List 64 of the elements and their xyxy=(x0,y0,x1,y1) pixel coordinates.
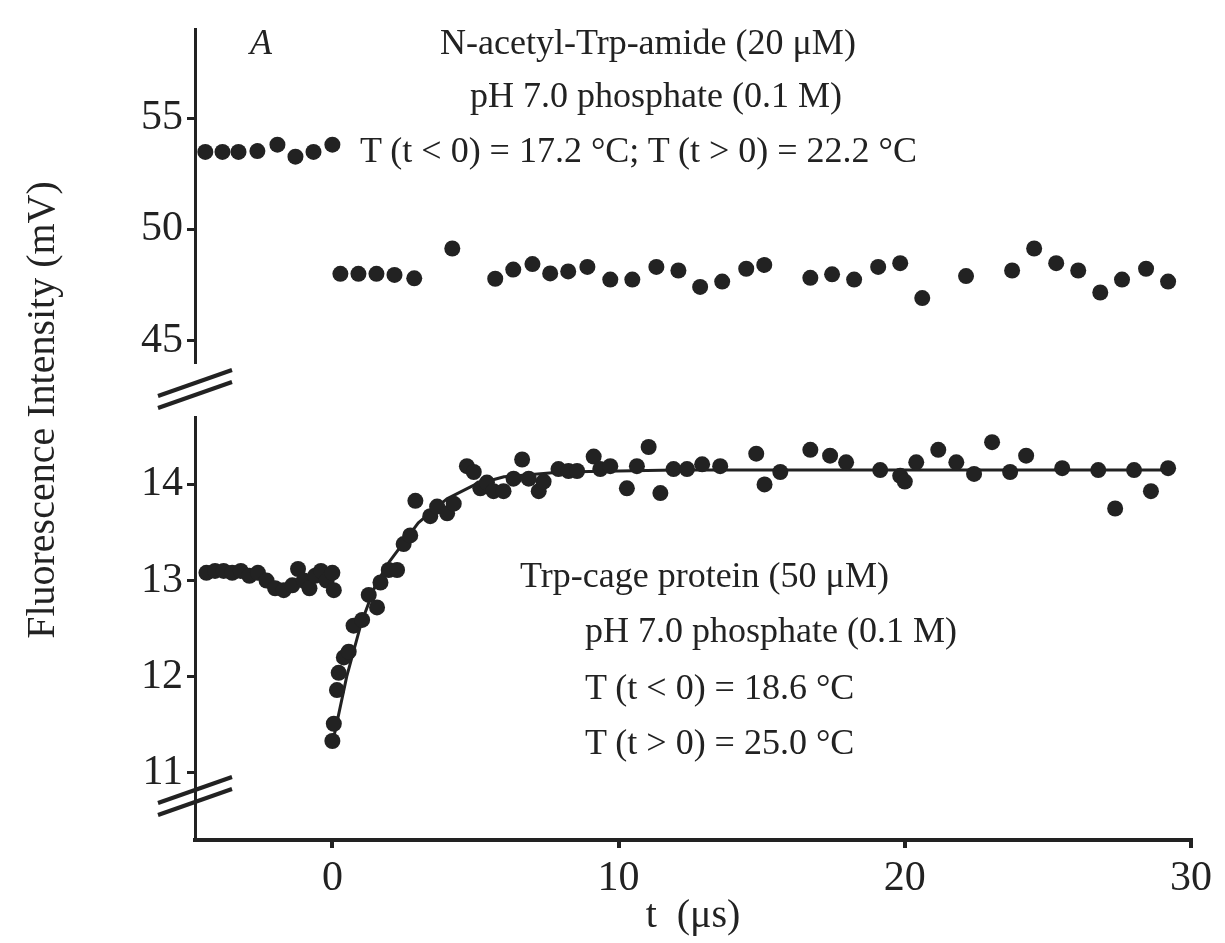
point xyxy=(230,143,247,160)
x-tick-label: 30 xyxy=(1170,853,1212,900)
x-tick-label: 10 xyxy=(597,853,640,900)
point xyxy=(324,136,341,153)
point xyxy=(524,256,541,273)
y-tick-label: 12 xyxy=(141,650,183,697)
point xyxy=(846,271,863,288)
point xyxy=(214,143,231,160)
point xyxy=(287,148,304,165)
point xyxy=(249,143,266,160)
point xyxy=(692,278,709,295)
annotation: T (t > 0) = 25.0 °C xyxy=(585,722,855,762)
y-tick-label: 13 xyxy=(141,554,183,601)
point xyxy=(602,271,619,288)
point xyxy=(670,262,687,279)
point xyxy=(914,290,931,307)
point xyxy=(269,136,286,153)
point xyxy=(406,270,423,287)
x-tick-label: 20 xyxy=(883,853,926,900)
y-tick-label: 45 xyxy=(141,314,183,361)
point xyxy=(332,265,349,282)
x-axis-title: t (μs) xyxy=(645,890,741,936)
point xyxy=(824,266,841,283)
y-axis-title: Fluorescence Intensity (mV) xyxy=(16,181,64,639)
point xyxy=(368,265,385,282)
point xyxy=(386,266,403,283)
point xyxy=(1070,262,1087,279)
y-tick-label: 50 xyxy=(141,203,183,250)
y-tick-label: 11 xyxy=(142,746,183,793)
point xyxy=(714,273,731,290)
point xyxy=(1004,262,1021,279)
point xyxy=(1048,255,1065,272)
point xyxy=(350,265,367,282)
point xyxy=(197,143,214,160)
point xyxy=(1160,273,1177,290)
point xyxy=(560,263,577,280)
point xyxy=(802,269,819,286)
annotation: Trp-cage protein (50 μM) xyxy=(520,555,889,595)
point xyxy=(505,261,522,278)
annotation: pH 7.0 phosphate (0.1 M) xyxy=(585,610,957,650)
point xyxy=(1026,240,1043,257)
point xyxy=(1114,271,1131,288)
point xyxy=(870,258,887,275)
annotation: N-acetyl-Trp-amide (20 μM) xyxy=(440,22,856,62)
point xyxy=(648,258,665,275)
point xyxy=(892,255,909,272)
point xyxy=(958,268,975,285)
point xyxy=(738,260,755,277)
x-tick-label: 0 xyxy=(321,853,343,900)
point xyxy=(756,256,773,273)
point xyxy=(1092,284,1109,301)
point xyxy=(444,240,461,257)
point xyxy=(542,265,559,282)
point xyxy=(1138,260,1155,277)
y-tick-label: 14 xyxy=(141,458,183,505)
point xyxy=(624,271,641,288)
point xyxy=(305,143,322,160)
annotation: pH 7.0 phosphate (0.1 M) xyxy=(470,75,842,115)
annotation: A xyxy=(250,22,272,62)
point xyxy=(487,270,504,287)
y-tick-label: 55 xyxy=(141,92,183,139)
annotation: T (t < 0) = 18.6 °C xyxy=(585,667,855,707)
point xyxy=(579,258,596,275)
annotation: T (t < 0) = 17.2 °C; T (t > 0) = 22.2 °C xyxy=(360,130,918,170)
